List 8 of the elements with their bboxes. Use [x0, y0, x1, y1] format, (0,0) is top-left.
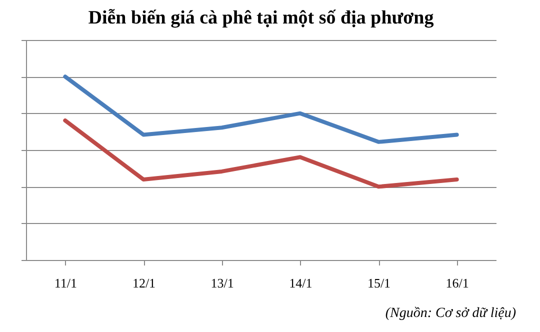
text: (Nguồn: Cơ sở dữ liệu) — [385, 306, 516, 321]
x-tick-label: 13/1 — [210, 276, 234, 290]
x-tick-label: 16/1 — [446, 276, 469, 290]
x-tick-label: 11/1 — [54, 276, 77, 290]
x-tick-label: 14/1 — [289, 276, 312, 290]
chart-title: Diễn biến giá cà phê tại một số địa phương — [88, 8, 434, 28]
x-tick-label: 15/1 — [367, 276, 391, 290]
x-tick-label: 12/1 — [132, 276, 156, 290]
